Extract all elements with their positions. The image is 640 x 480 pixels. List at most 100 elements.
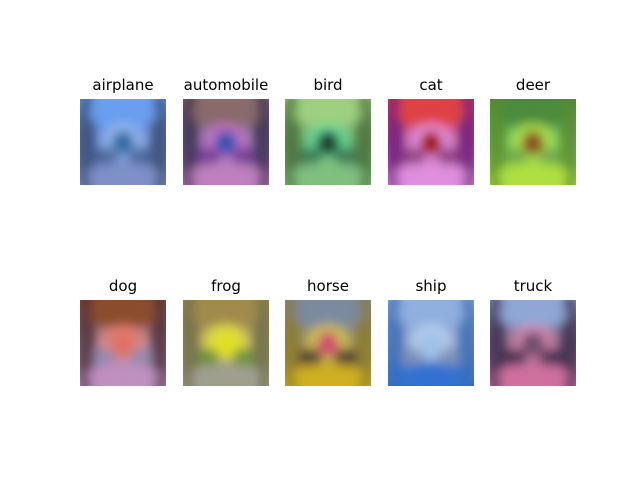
image-blob [395,364,467,386]
image-blob [190,364,262,386]
panel-title: dog [108,277,138,295]
image-blob [215,332,237,356]
image-blob [522,131,544,155]
image-blob [539,348,563,368]
image-blob [192,99,260,127]
image-blob [253,300,269,386]
image-blob [292,364,364,386]
image-frog [183,300,269,386]
image-blob [232,147,256,167]
image-blob [539,147,563,167]
image-blob [437,147,461,167]
image-blob [298,147,322,167]
image-blob [317,332,339,356]
image-blob [420,131,442,155]
image-truck [490,300,576,386]
image-blobs [490,99,576,185]
image-blobs [183,300,269,386]
image-blob [129,348,153,368]
image-dog [80,300,166,386]
image-blob [317,131,339,155]
image-blob [388,99,404,185]
image-blobs [80,99,166,185]
image-blob [298,348,322,368]
image-blob [334,348,358,368]
panel-title: truck [513,277,553,295]
weight-image-svg [183,99,269,185]
image-blob [503,348,527,368]
image-blobs [285,99,371,185]
weight-image-svg [285,99,371,185]
panel-title: airplane [92,76,154,94]
weight-image-svg [80,99,166,185]
image-bird [285,99,371,185]
weight-image-svg [80,300,166,386]
image-blob [150,300,166,386]
image-blob [497,364,569,386]
image-blob [196,348,220,368]
image-blob [215,131,237,155]
weight-image-svg [285,300,371,386]
image-automobile [183,99,269,185]
image-blob [285,99,301,185]
image-blob [192,300,260,328]
image-blob [150,99,166,185]
image-blob [458,99,474,185]
image-blob [196,147,220,167]
image-blob [334,147,358,167]
image-blob [129,147,153,167]
image-blob [420,332,442,356]
image-blob [292,163,364,185]
image-blob [355,300,371,386]
image-blob [89,300,157,328]
weight-image-svg [490,300,576,386]
image-blob [112,332,134,356]
image-deer [490,99,576,185]
weight-image-svg [388,300,474,386]
image-blob [190,163,262,185]
image-blob [183,300,199,386]
image-blob [397,99,465,127]
image-blobs [183,99,269,185]
image-blob [490,300,506,386]
image-blob [285,300,301,386]
weight-image-svg [183,300,269,386]
image-blobs [490,300,576,386]
image-cat [388,99,474,185]
image-blobs [388,300,474,386]
image-horse [285,300,371,386]
image-blob [87,163,159,185]
weight-image-svg [388,99,474,185]
image-blob [397,300,465,328]
image-blobs [388,99,474,185]
image-blobs [285,300,371,386]
image-blob [232,348,256,368]
image-blob [80,300,96,386]
image-blob [183,99,199,185]
image-blob [560,300,576,386]
image-blob [522,332,544,356]
image-blob [355,99,371,185]
image-blob [89,99,157,127]
image-blob [80,99,96,185]
image-blob [253,99,269,185]
panel-title: horse [307,277,349,295]
panel-title: cat [419,76,443,94]
panel-title: bird [313,76,343,94]
image-blob [401,348,425,368]
image-blob [499,99,567,127]
image-blob [437,348,461,368]
image-blob [112,131,134,155]
image-blob [93,348,117,368]
image-blob [497,163,569,185]
image-blob [294,300,362,328]
image-ship [388,300,474,386]
image-blob [458,300,474,386]
panel-title: automobile [183,76,269,94]
panel-title: ship [415,277,447,295]
panel-title: deer [515,76,551,94]
image-blob [93,147,117,167]
image-blobs [80,300,166,386]
image-blob [503,147,527,167]
